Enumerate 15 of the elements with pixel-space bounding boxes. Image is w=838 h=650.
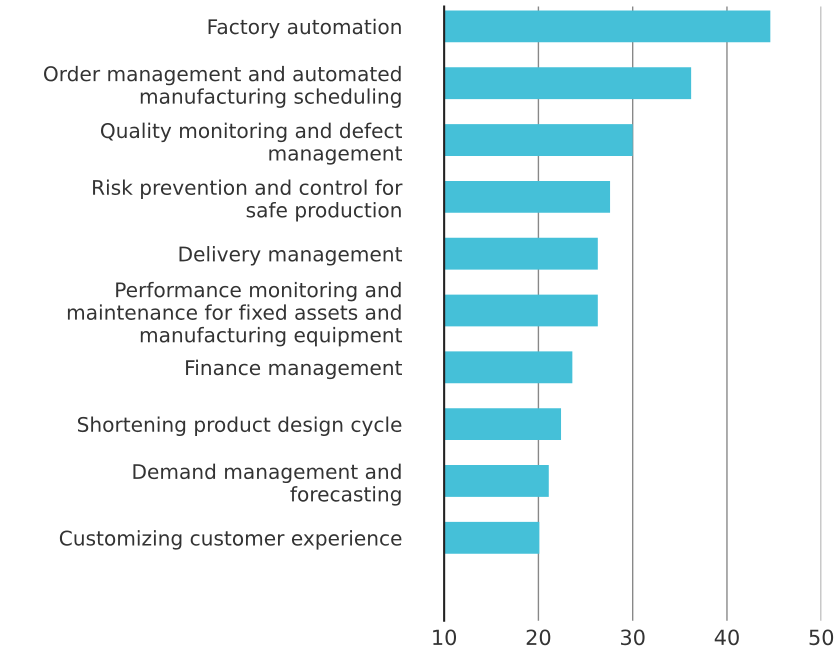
y-tick-label: Finance management: [186, 360, 402, 380]
x-tick-label: 10: [433, 629, 456, 646]
y-tick-label: Factory automation: [208, 18, 401, 38]
y-tick-label: Customizing customer experience: [60, 530, 402, 550]
x-tick-label: 40: [714, 629, 739, 646]
x-tick-label: 50: [810, 629, 834, 646]
y-tick-label: Demand management and forecasting: [133, 464, 401, 506]
y-tick-label: Risk prevention and control for safe production: [93, 179, 402, 222]
y-tick-label: Quality monitoring and defect management: [100, 122, 402, 165]
x-tick-label: 30: [621, 629, 645, 646]
y-tick-label: Order management and automated manufacturing scheduling: [44, 66, 401, 108]
y-tick-label: Shortening product design cycle: [78, 416, 402, 436]
x-tick-label: 20: [526, 629, 550, 646]
y-tick-label: Delivery management: [180, 246, 402, 266]
y-tick-label: Performance monitoring and maintenance for fixed assets and manufacturing equipment: [68, 282, 402, 346]
